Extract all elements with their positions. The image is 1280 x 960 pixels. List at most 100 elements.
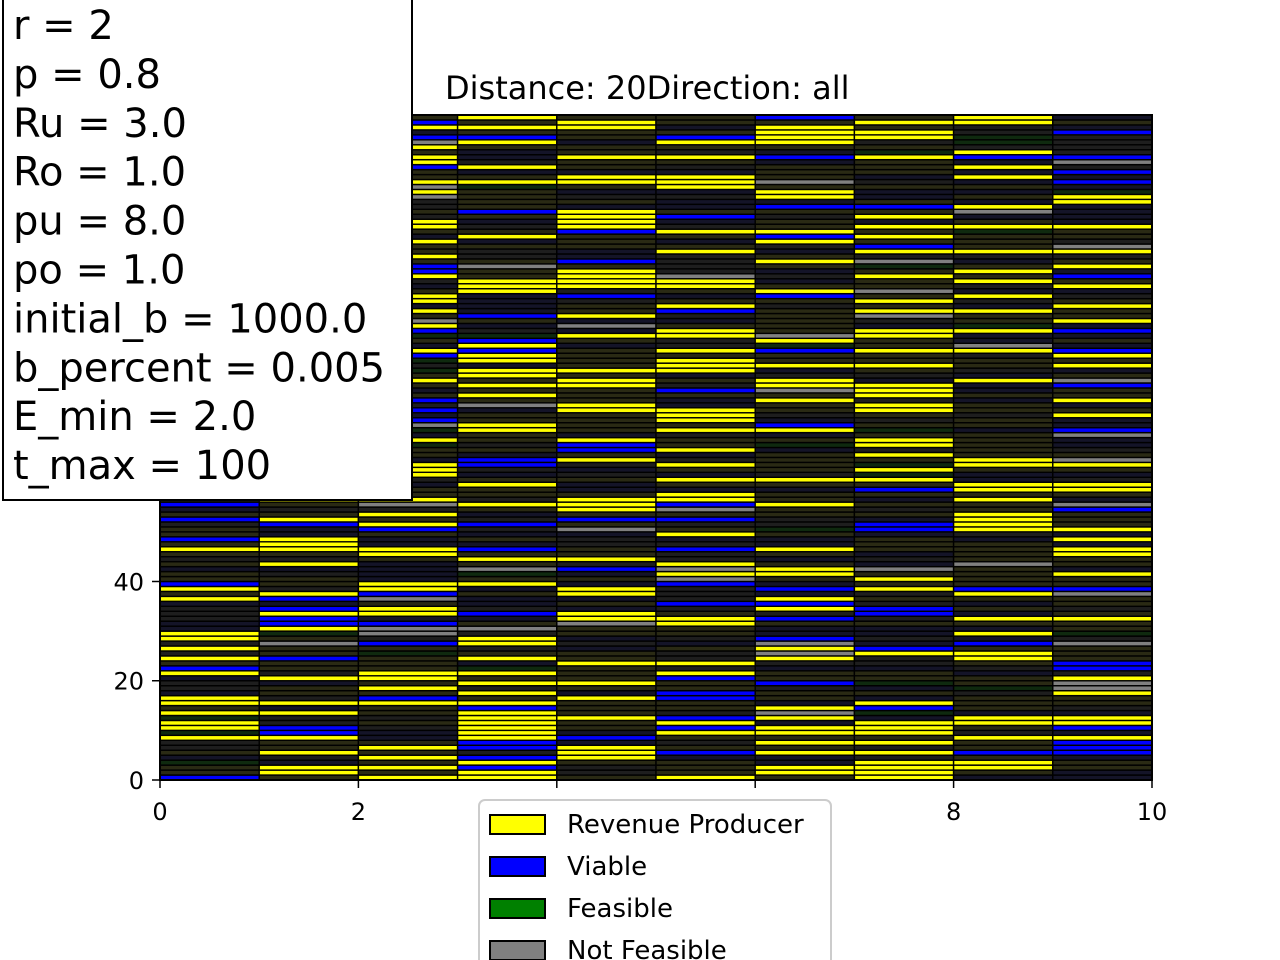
bar-cell: [853, 198, 955, 206]
bar-cell: [1052, 218, 1153, 225]
bar-cell: [456, 506, 558, 513]
bar-cell: [952, 590, 1054, 598]
bar-cell: [556, 397, 657, 404]
bar-cell: [159, 511, 260, 518]
bar-cell: [853, 322, 955, 330]
bar-cell: [1052, 555, 1153, 563]
bar-cell: [456, 560, 558, 568]
bar-cell: [952, 640, 1054, 647]
bar-cell: [952, 163, 1054, 171]
y-axis: 0 20 40: [113, 568, 160, 795]
bar-cell: [456, 466, 558, 474]
bar-cell: [754, 655, 856, 662]
bar-cell: [258, 625, 360, 632]
bar-cell: [456, 407, 558, 414]
bar-cell: [754, 292, 856, 300]
bar-cell: [952, 436, 1054, 444]
bar-cell: [357, 660, 459, 667]
bar-cell: [456, 471, 558, 478]
bar-cell: [655, 650, 756, 657]
bar-cell: [952, 685, 1054, 692]
bar-cell: [556, 188, 657, 196]
bar-cell: [853, 536, 955, 543]
bar-cell: [556, 526, 657, 533]
bar-cell: [754, 302, 856, 310]
bar-cell: [159, 600, 260, 608]
bar-cell: [952, 168, 1054, 176]
bar-cell: [1052, 521, 1153, 528]
bar-cell: [853, 506, 955, 513]
legend-label: Revenue Producer: [567, 810, 804, 840]
bar-cell: [456, 481, 558, 488]
bar-cell: [1052, 744, 1153, 751]
x-tick-label: 0: [152, 798, 167, 826]
bar-cell: [655, 744, 756, 751]
bar-cell: [952, 208, 1054, 215]
bar-cell: [754, 178, 856, 186]
bar-cell: [556, 173, 657, 181]
bar-cell: [1052, 163, 1153, 171]
bar-cell: [258, 699, 360, 707]
bar-cell: [357, 739, 459, 746]
bar-cell: [952, 580, 1054, 588]
bar-cell: [1052, 675, 1153, 682]
bar-cell: [1052, 466, 1153, 474]
bar-cell: [853, 436, 955, 444]
bar-cell: [754, 377, 856, 384]
bar-cell: [556, 660, 657, 667]
bar-cell: [159, 689, 260, 697]
bar-cell: [754, 486, 856, 493]
bar-cell: [655, 208, 756, 215]
bar-cell: [556, 163, 657, 171]
bar-cell: [1052, 387, 1153, 394]
bar-cell: [556, 650, 657, 657]
bar-cell: [1052, 436, 1153, 444]
bar-cell: [1052, 660, 1153, 667]
bar-cell: [456, 268, 558, 275]
bar-cell: [556, 268, 657, 275]
bar-cell: [754, 273, 856, 280]
bar-cell: [1052, 337, 1153, 344]
bar-cell: [853, 590, 955, 598]
bar-cell: [1052, 481, 1153, 488]
bar-cell: [556, 431, 657, 439]
bar-cell: [1052, 243, 1153, 250]
bar-cell: [655, 600, 756, 608]
bar-cell: [556, 590, 657, 598]
bar-cell: [754, 461, 856, 469]
bar-cell: [853, 560, 955, 568]
bar-cell: [655, 536, 756, 543]
bar-cell: [952, 213, 1054, 220]
bar-cell: [952, 337, 1054, 344]
bar-cell: [456, 724, 558, 732]
bar-cell: [853, 154, 955, 161]
bar-cell: [853, 446, 955, 454]
bar-cell: [258, 754, 360, 761]
bar-cell: [655, 719, 756, 727]
bar-cell: [754, 560, 856, 568]
bar-cell: [1052, 402, 1153, 409]
bar-cell: [456, 193, 558, 201]
bar-cell: [556, 134, 657, 141]
bar-cell: [1052, 689, 1153, 697]
bar-cell: [456, 511, 558, 518]
bar-cell: [1052, 560, 1153, 568]
bar-cell: [853, 342, 955, 349]
bar-cell: [258, 694, 360, 702]
bar-cell: [159, 615, 260, 622]
bar-cell: [952, 223, 1054, 230]
bar-cell: [952, 283, 1054, 290]
bar-cell: [556, 516, 657, 523]
bar-cell: [456, 620, 558, 627]
bar-cell: [456, 600, 558, 608]
bar-cell: [556, 665, 657, 672]
bar-cell: [456, 233, 558, 240]
bar-cell: [952, 461, 1054, 469]
bar-cell: [556, 183, 657, 191]
bar-cell: [952, 585, 1054, 593]
bar-cell: [754, 332, 856, 340]
bar-cell: [754, 203, 856, 210]
bar-cell: [952, 134, 1054, 141]
bar-cell: [754, 516, 856, 523]
bar-cell: [655, 228, 756, 235]
